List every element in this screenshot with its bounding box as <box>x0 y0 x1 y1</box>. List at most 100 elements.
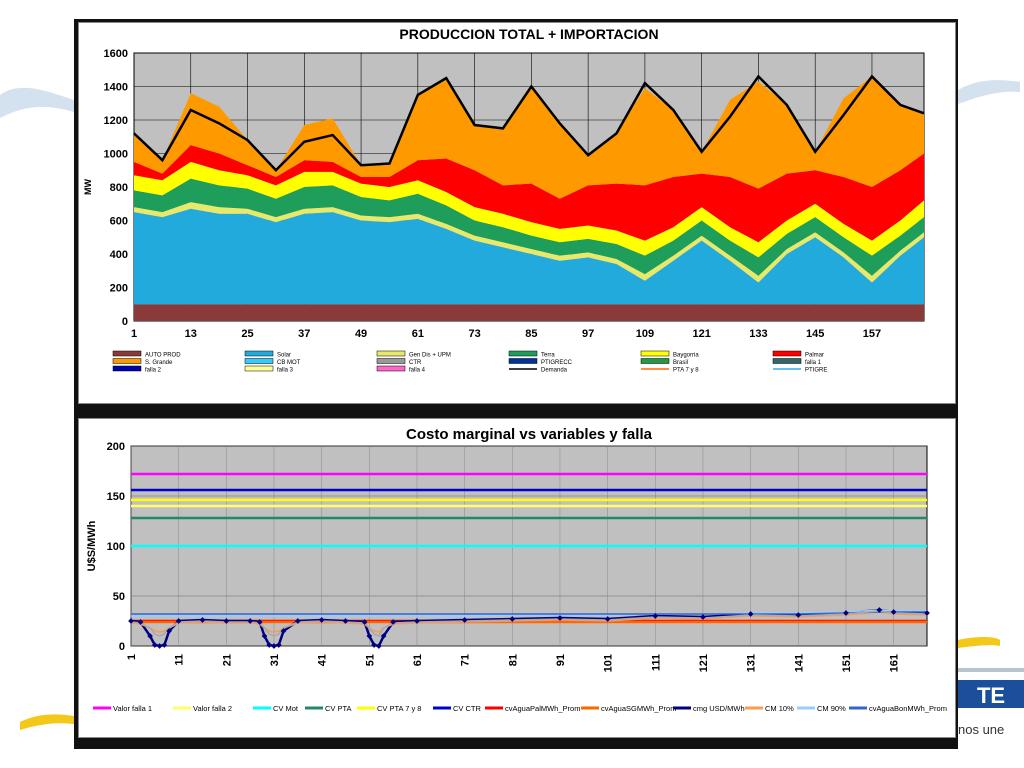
chart2-cmg-point <box>376 643 382 649</box>
chart1-legend-label: Palmar <box>805 353 824 359</box>
chart2-cmg-point <box>261 633 268 639</box>
chart1-ytick-label: 200 <box>110 283 128 295</box>
chart1-area-5 <box>134 145 924 243</box>
chart2-cmg-point <box>128 618 134 624</box>
chart1-legend-label: Terra <box>541 353 555 359</box>
chart2-xtick-label: 111 <box>650 654 662 671</box>
chart1-legend-label: Brasil <box>673 360 688 366</box>
chart2-ytick-label: 150 <box>107 491 125 503</box>
chart2-cmg-point <box>175 618 182 624</box>
chart1-legend-swatch <box>772 358 802 364</box>
chart2-legend-label: cvAguaPalMWh_Prom <box>505 704 580 713</box>
chart2-cmg-point <box>156 643 163 649</box>
chart2-cmg-point <box>247 618 253 624</box>
chart2-title: Costo marginal vs variables y falla <box>406 426 653 443</box>
chart2-legend-label: cvAguaSGMWh_Prom <box>601 704 676 713</box>
chart1-legend-swatch <box>376 358 406 364</box>
chart2-ylabel: U$S/MWh <box>86 520 98 571</box>
chart2-cmg-point <box>700 614 706 620</box>
chart2-ytick-label: 200 <box>107 441 125 453</box>
chart1-legend-label: falla 1 <box>805 360 822 366</box>
chart1-legend-label: S. Grande <box>145 360 173 366</box>
chart1-ytick-label: 1200 <box>104 115 128 127</box>
decor-swoosh-left <box>0 87 74 118</box>
chart2-cmg-point <box>843 610 849 616</box>
chart2-cmg-point <box>275 642 282 648</box>
chart2-cmg-point <box>342 618 349 624</box>
chart1-legend-label: Baygorria <box>673 353 699 359</box>
chart2-xtick-label: 121 <box>698 654 710 672</box>
chart2-cmg-point <box>747 611 754 617</box>
marginal-cost-chart-panel: Costo marginal vs variables y falla 0 50 10… <box>78 418 956 738</box>
chart2-legend-label: Valor falla 1 <box>113 704 152 713</box>
chart1-ytick-label: 400 <box>110 249 128 261</box>
chart2-cmg-point <box>280 628 287 634</box>
chart1-legend-swatch <box>112 365 142 372</box>
chart2-cmg-point <box>294 618 301 624</box>
chart2-legend-label: CV CTR <box>453 704 482 713</box>
chart1-legend-swatch <box>244 365 274 372</box>
chart2-cmg-point <box>795 612 802 618</box>
chart2-xtick-label: 141 <box>793 654 805 672</box>
chart2-cmg-point <box>223 618 230 624</box>
chart1-ylabel: MW <box>83 179 93 195</box>
chart2-xtick-label: 1 <box>126 654 138 660</box>
chart1-xtick-label: 61 <box>412 328 424 340</box>
marginal-cost-chart: Costo marginal vs variables y falla 0 50 10… <box>86 426 947 713</box>
chart1-xtick-label: 73 <box>468 328 480 340</box>
chart1-xtick-label: 85 <box>525 328 537 340</box>
decor-gray-right <box>958 668 1024 672</box>
chart1-legend-label: falla 4 <box>409 368 426 374</box>
decor-yellow-left <box>20 714 74 730</box>
chart2-ytick-label: 100 <box>107 541 125 553</box>
chart2-legend-label: CV Mot <box>273 704 299 713</box>
production-chart-panel: PRODUCCION TOTAL + IMPORTACION 0 200 400 600… <box>78 22 956 404</box>
chart1-xtick-label: 37 <box>298 328 310 340</box>
decor-yellow-right <box>958 637 1000 648</box>
chart1-xtick-label: 109 <box>636 328 654 340</box>
chart2-cmg-point <box>371 642 377 648</box>
chart1-xtick-label: 145 <box>806 328 824 340</box>
chart2-cmg-point <box>271 643 277 649</box>
chart2-cmg-point <box>652 613 659 619</box>
brand-logo-block <box>958 680 1024 708</box>
decor-swoosh-right <box>958 80 1020 104</box>
chart1-legend-swatch <box>376 350 406 357</box>
chart2-xtick-label: 11 <box>174 654 186 666</box>
chart1-xtick-label: 25 <box>241 328 253 340</box>
chart2-ytick-label: 50 <box>113 591 125 603</box>
chart2-ytick-label: 0 <box>119 641 125 653</box>
chart2-xtick-label: 151 <box>841 654 853 672</box>
chart2-cmg-point <box>166 628 172 634</box>
chart1-area-2 <box>134 202 924 283</box>
chart1-legend-swatch <box>508 350 538 357</box>
chart1-legend-swatch <box>112 358 142 364</box>
chart1-xtick-label: 49 <box>355 328 367 340</box>
chart1-legend-label: AUTO PROD <box>145 353 181 359</box>
chart2-cmg-point <box>461 617 468 623</box>
chart2-cmg-point <box>876 607 883 613</box>
chart2-cmg-point <box>380 633 387 639</box>
chart2-xtick-label: 71 <box>460 654 472 666</box>
chart2-cmg-point <box>256 619 263 625</box>
chart2-cmg-point <box>557 615 563 621</box>
chart1-legend-label: CB MOT <box>277 360 301 366</box>
chart2-xtick-label: 101 <box>603 654 615 672</box>
chart2-legend-label: cvAguaBonMWh_Prom <box>869 704 947 713</box>
chart1-area-6 <box>134 76 924 199</box>
chart2-cmg-point <box>266 642 273 648</box>
chart1-ytick-label: 600 <box>110 216 128 228</box>
chart2-cmg-point <box>390 619 396 625</box>
chart1-xtick-label: 121 <box>692 328 710 340</box>
chart1-xtick-label: 157 <box>863 328 881 340</box>
chart2-cmg-point <box>366 633 373 639</box>
chart1-demand-line <box>133 74 925 173</box>
chart2-legend-label: cmg USD/MWh <box>693 704 745 713</box>
chart2-cmg-point <box>924 610 930 616</box>
chart1-legend-swatch <box>772 350 802 357</box>
chart2-xtick-label: 161 <box>889 654 901 672</box>
chart1-ytick-label: 1600 <box>104 48 128 60</box>
chart2-cmg-point <box>604 616 611 622</box>
chart2-legend-label: CV PTA 7 y 8 <box>377 704 421 713</box>
